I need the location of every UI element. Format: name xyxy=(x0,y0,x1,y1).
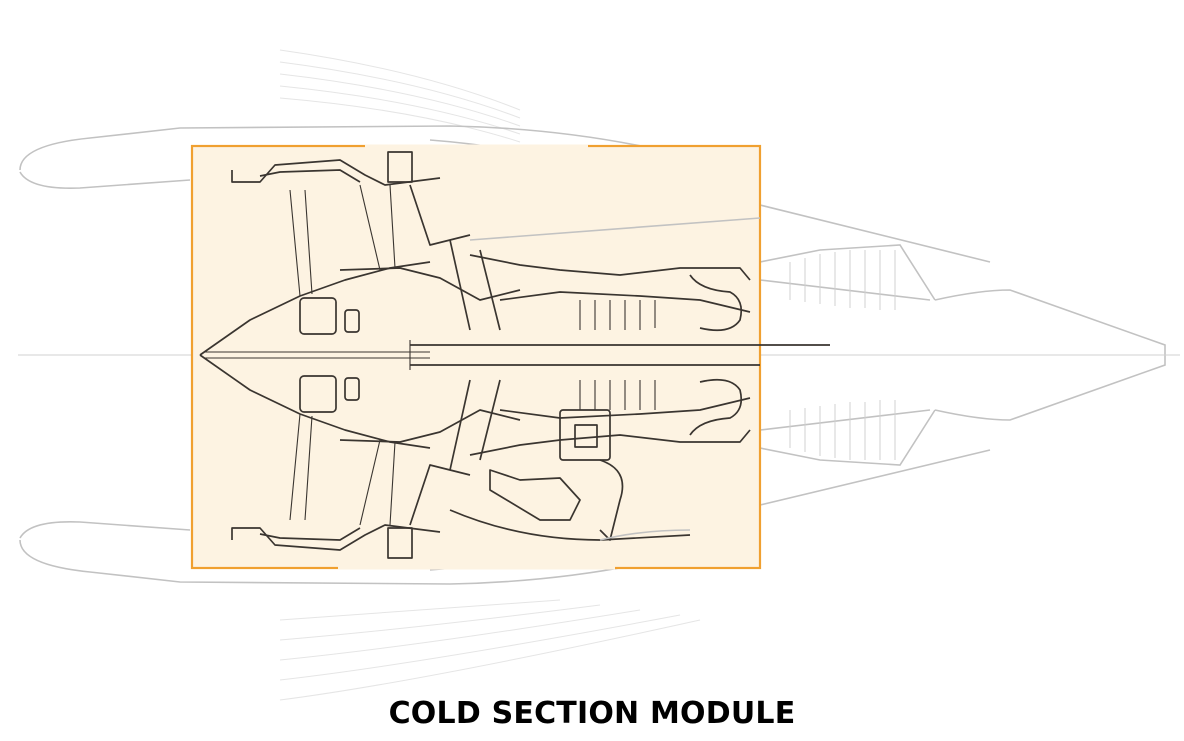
cold-section-highlight[interactable] xyxy=(190,144,762,570)
diagram-caption: COLD SECTION MODULE xyxy=(388,696,796,731)
cold-section-module-lines xyxy=(199,151,830,559)
bypass-lines xyxy=(469,217,761,541)
fan-wake-lines xyxy=(279,49,701,701)
